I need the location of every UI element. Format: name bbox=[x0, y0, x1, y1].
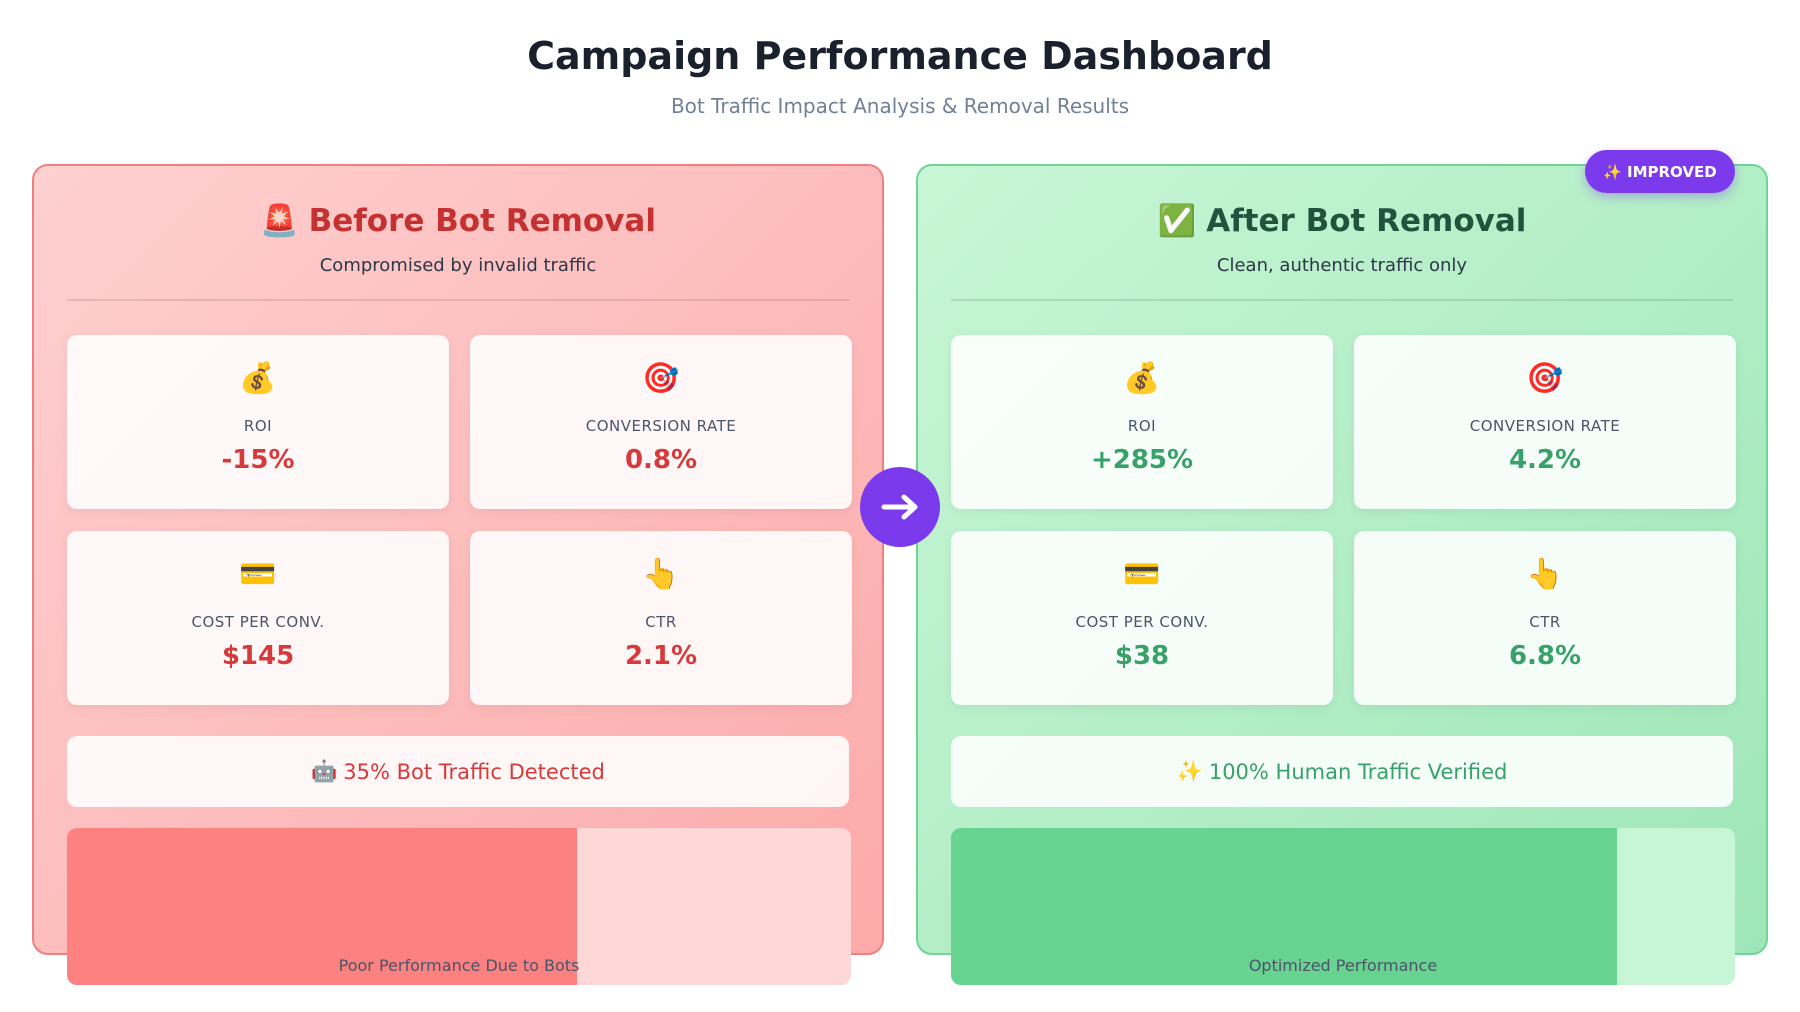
performance-bar: Optimized Performance bbox=[951, 828, 1735, 985]
panel-title-text: Before Bot Removal bbox=[308, 203, 656, 239]
performance-fill bbox=[67, 828, 577, 985]
metric-icon: 💰 bbox=[239, 361, 277, 396]
metric-icon: 👆 bbox=[1526, 557, 1564, 592]
panel-subtitle: Clean, authentic traffic only bbox=[1216, 255, 1468, 276]
metric-card: 💰 ROI -15% bbox=[67, 335, 449, 509]
page-title: Campaign Performance Dashboard bbox=[527, 34, 1273, 78]
metric-value: -15% bbox=[221, 445, 295, 475]
metric-label: CONVERSION RATE bbox=[585, 417, 737, 435]
panel: 🚨 Before Bot Removal Compromised by invali… bbox=[32, 164, 884, 985]
metric-icon: 🎯 bbox=[1526, 361, 1564, 396]
metric-label: CTR bbox=[645, 613, 677, 631]
metric-card: 💰 ROI +285% bbox=[951, 335, 1333, 509]
metric-card: 💳 COST PER CONV. $145 bbox=[67, 531, 449, 705]
metric-label: ROI bbox=[243, 417, 273, 435]
panel-icon: 🚨 bbox=[260, 203, 299, 239]
banner-text: 100% Human Traffic Verified bbox=[1208, 759, 1508, 784]
bar-label: Poor Performance Due to Bots bbox=[338, 956, 580, 975]
metric-card: 👆 CTR 2.1% bbox=[470, 531, 852, 705]
metric-label: CTR bbox=[1529, 613, 1561, 631]
metric-label: ROI bbox=[1127, 417, 1157, 435]
metric-value: $38 bbox=[1114, 641, 1170, 671]
metric-value: 6.8% bbox=[1508, 641, 1582, 671]
metric-value: 0.8% bbox=[624, 445, 698, 475]
metric-icon: 💳 bbox=[1123, 557, 1161, 592]
metric-icon: 🎯 bbox=[642, 361, 680, 396]
metric-value: 2.1% bbox=[624, 641, 698, 671]
panel-title-text: After Bot Removal bbox=[1206, 203, 1527, 239]
metric-card: 💳 COST PER CONV. $38 bbox=[951, 531, 1333, 705]
status-banner: 🤖 35% Bot Traffic Detected bbox=[67, 736, 849, 807]
performance-fill bbox=[951, 828, 1618, 985]
badge-icon: ✨ bbox=[1603, 162, 1622, 181]
panel-title: 🚨 Before Bot Removal bbox=[34, 202, 882, 239]
banner-icon: 🤖 bbox=[311, 759, 338, 783]
metric-label: COST PER CONV. bbox=[191, 613, 325, 631]
metric-value: 4.2% bbox=[1508, 445, 1582, 475]
divider bbox=[951, 299, 1733, 301]
banner-text: 35% Bot Traffic Detected bbox=[343, 759, 605, 784]
banner-icon: ✨ bbox=[1176, 759, 1203, 783]
metric-icon: 💰 bbox=[1123, 361, 1161, 396]
metric-icon: 👆 bbox=[642, 557, 680, 592]
divider bbox=[67, 299, 849, 301]
panel-subtitle: Compromised by invalid traffic bbox=[319, 255, 597, 276]
performance-bar: Poor Performance Due to Bots bbox=[67, 828, 851, 985]
metric-card: 👆 CTR 6.8% bbox=[1354, 531, 1736, 705]
panel-title: ✅ After Bot Removal bbox=[918, 202, 1766, 239]
bar-label: Optimized Performance bbox=[1248, 956, 1438, 975]
arrow-icon bbox=[860, 467, 940, 547]
metric-value: +285% bbox=[1090, 445, 1194, 475]
metric-value: $145 bbox=[221, 641, 295, 671]
improved-badge: ✨ IMPROVED bbox=[1585, 150, 1735, 193]
badge-text: IMPROVED bbox=[1626, 162, 1717, 181]
metric-icon: 💳 bbox=[239, 557, 277, 592]
panel-icon: ✅ bbox=[1157, 203, 1197, 239]
page-subtitle: Bot Traffic Impact Analysis & Removal Re… bbox=[670, 94, 1130, 118]
metric-label: COST PER CONV. bbox=[1075, 613, 1209, 631]
status-banner: ✨ 100% Human Traffic Verified bbox=[951, 736, 1733, 807]
metric-card: 🎯 CONVERSION RATE 0.8% bbox=[470, 335, 852, 509]
panel: ✅ After Bot Removal Clean, authentic traff… bbox=[916, 150, 1768, 985]
metric-card: 🎯 CONVERSION RATE 4.2% bbox=[1354, 335, 1736, 509]
metric-label: CONVERSION RATE bbox=[1469, 417, 1621, 435]
